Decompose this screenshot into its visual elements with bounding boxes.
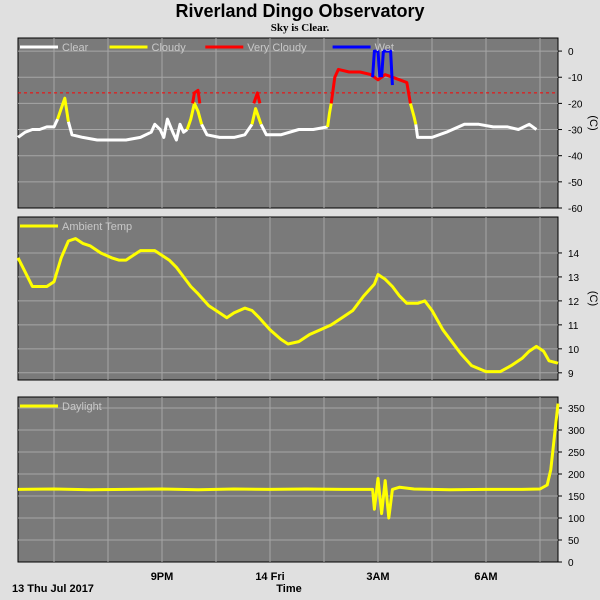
x-tick-label: 9PM [151,571,174,583]
y-tick-label: 0 [568,558,574,569]
chart-title: Riverland Dingo Observatory [175,1,425,21]
legend-label: Ambient Temp [62,221,132,233]
y-tick-label: 350 [568,404,585,415]
y-tick-label: 13 [568,273,580,284]
x-tick-label: 14 Fri [255,571,284,583]
y-tick-label: -30 [568,126,583,137]
series-line-wet [380,49,394,86]
date-label: 13 Thu Jul 2017 [12,583,94,595]
legend-label: Very Cloudy [247,42,307,54]
y-axis-label: (C) [587,291,599,306]
x-tick-label: 6AM [474,571,497,583]
y-tick-label: 50 [568,536,580,547]
y-tick-label: -40 [568,152,583,163]
sky-status-subtitle: Sky is Clear. [270,22,330,34]
series-line-cloudy [408,103,418,125]
y-tick-label: 250 [568,448,585,459]
y-tick-label: -60 [568,204,583,215]
series-line-clear [259,123,328,137]
series-line-cloudy [185,101,204,130]
series-line-clear [414,122,538,139]
legend-label: Cloudy [152,42,187,54]
y-axis-label: (C) [587,115,599,130]
series-line-ambient-temp [16,237,559,374]
series-line-cloudy [250,107,263,125]
plot-area-2 [17,216,559,381]
x-tick-label: 3AM [366,571,389,583]
legend-label: Daylight [62,401,102,413]
legend-label: Clear [62,42,89,54]
series-line-cloudy [56,96,70,122]
y-tick-label: 11 [568,321,579,332]
x-axis-title: Time [276,583,302,595]
series-line-clear [17,118,59,139]
y-tick-label: -20 [568,99,583,110]
y-tick-label: 12 [568,297,580,308]
series-line-cloudy [326,103,333,128]
y-tick-label: 150 [568,492,585,503]
series-line-clear [200,123,254,139]
y-tick-label: -50 [568,178,583,189]
plot-area-3 [17,396,559,563]
y-tick-label: 300 [568,426,585,437]
series-line-daylight [17,403,560,520]
y-tick-label: 100 [568,514,585,525]
series-line-very-cloudy [191,88,202,104]
y-tick-label: 200 [568,470,585,481]
y-tick-label: 10 [568,345,580,356]
y-tick-label: 0 [568,47,574,58]
y-tick-label: 14 [568,249,580,260]
series-line-very-cloudy [329,67,412,104]
series-line-very-cloudy [252,91,262,104]
series-line-clear [66,117,189,142]
legend-label: Wet [375,42,394,54]
y-tick-label: 9 [568,369,574,380]
series-line-wet [371,49,382,78]
y-tick-label: -10 [568,73,583,84]
